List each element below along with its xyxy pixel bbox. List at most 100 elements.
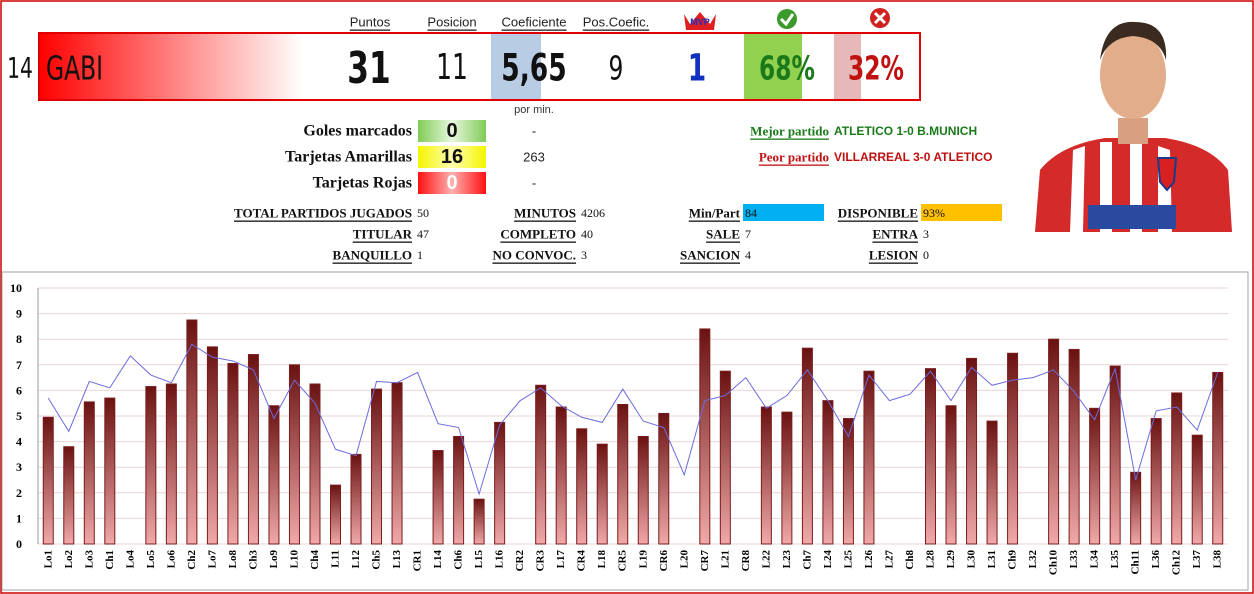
bar [63,446,75,545]
coef-cell [491,34,541,99]
bar [822,400,834,545]
stat-label: Tarjetas Amarillas [285,149,412,166]
total-label: TOTAL PARTIDOS JUGADOS [234,206,412,221]
y-tick-label: 4 [16,435,22,449]
bar [494,421,506,545]
x-tick-label: CR2 [514,550,526,572]
x-tick-label: L37 [1191,550,1203,569]
bar [842,418,854,545]
y-tick-label: 2 [16,486,22,500]
x-tick-label: L14 [432,550,444,569]
player-loss-pct: 32% [848,48,904,87]
bar [781,411,793,545]
bar [1130,471,1142,545]
x-tick-label: L15 [473,550,485,569]
total-value: 47 [417,227,429,241]
min-part-bar [743,204,824,221]
match-label: Peor partido [759,150,829,165]
bar [453,435,465,545]
x-tick-label: L13 [391,550,403,569]
x-tick-label: L12 [350,550,362,569]
x-tick-label: Lo7 [206,550,218,569]
stat-cell [418,146,486,168]
x-tick-label: L19 [637,550,649,569]
x-tick-label: L20 [678,550,690,569]
x-tick-label: Lo5 [145,550,157,569]
player-pos-coefic: 9 [609,48,624,87]
bar [42,416,54,545]
x-tick-label: L31 [986,550,998,568]
match-value: VILLARREAL 3-0 ATLETICO [834,150,992,164]
x-tick-label: L30 [966,550,978,569]
y-tick-label: 0 [16,537,22,551]
stat-value: 16 [441,146,463,168]
bar [925,368,936,545]
bar [227,363,239,545]
stat-value: 0 [446,172,457,194]
player-number: 14 [7,51,33,84]
x-tick-label: L24 [822,550,834,569]
x-tick-label: CR8 [740,550,752,572]
bar [658,412,670,545]
line [47,343,1219,496]
match-value: ATLETICO 1-0 B.MUNICH [834,124,977,138]
y-tick-label: 7 [16,358,22,372]
x-tick-label: L27 [883,550,895,569]
x-tick-label: Ch5 [371,550,383,570]
bar [186,319,198,545]
total-label: SALE [706,227,740,242]
bar [1007,352,1019,545]
total-value: 93% [923,206,945,220]
stat-per-min: - [532,124,536,139]
bar [432,450,444,545]
bar [1150,418,1162,545]
bar [391,382,403,545]
mvp-label: MVP [690,17,710,27]
x-tick-label: L32 [1027,550,1039,569]
x-tick-label: L38 [1212,550,1224,569]
bar [1068,348,1080,545]
bar [596,443,608,545]
x-tick-label: L28 [925,550,937,569]
total-value: 3 [581,248,587,262]
x-tick-label: L21 [719,550,731,568]
check-icon [777,9,797,29]
y-tick-label: 1 [16,511,22,525]
x-tick-label: L25 [842,550,854,569]
total-label: DISPONIBLE [838,206,918,221]
bar [104,397,116,545]
x-tick-label: Lo1 [42,550,54,568]
total-value: 50 [417,206,429,220]
x-tick-label: CR5 [617,550,629,572]
bar [617,403,629,545]
bar [699,328,711,545]
total-label: ENTRA [872,227,918,242]
x-tick-label: Lo4 [124,550,136,569]
win-cell [744,34,802,99]
bar [801,347,813,545]
total-label: MINUTOS [514,206,576,221]
x-tick-label: L35 [1109,550,1121,569]
total-label: TITULAR [353,227,413,242]
total-label: LESION [869,248,919,263]
x-tick-label: L22 [760,550,772,569]
y-tick-label: 9 [16,307,22,321]
bar [863,370,875,545]
x-tick-label: L11 [330,550,342,568]
bar [637,435,649,545]
stat-cell [418,120,486,142]
player-name: GABI [46,48,103,87]
x-tick-label: L23 [781,550,793,569]
x-tick-label: Lo3 [83,550,95,569]
x-tick-label: Lo6 [165,550,177,569]
bar [966,357,978,545]
x-tick-label: Lo2 [63,550,75,569]
bar [473,498,485,545]
player-posicion: 11 [436,48,468,88]
x-tick-label: Ch6 [453,550,465,570]
y-tick-label: 10 [10,281,22,295]
stat-cell [418,172,486,194]
bar [350,453,362,545]
match-label: Mejor partido [750,124,829,139]
